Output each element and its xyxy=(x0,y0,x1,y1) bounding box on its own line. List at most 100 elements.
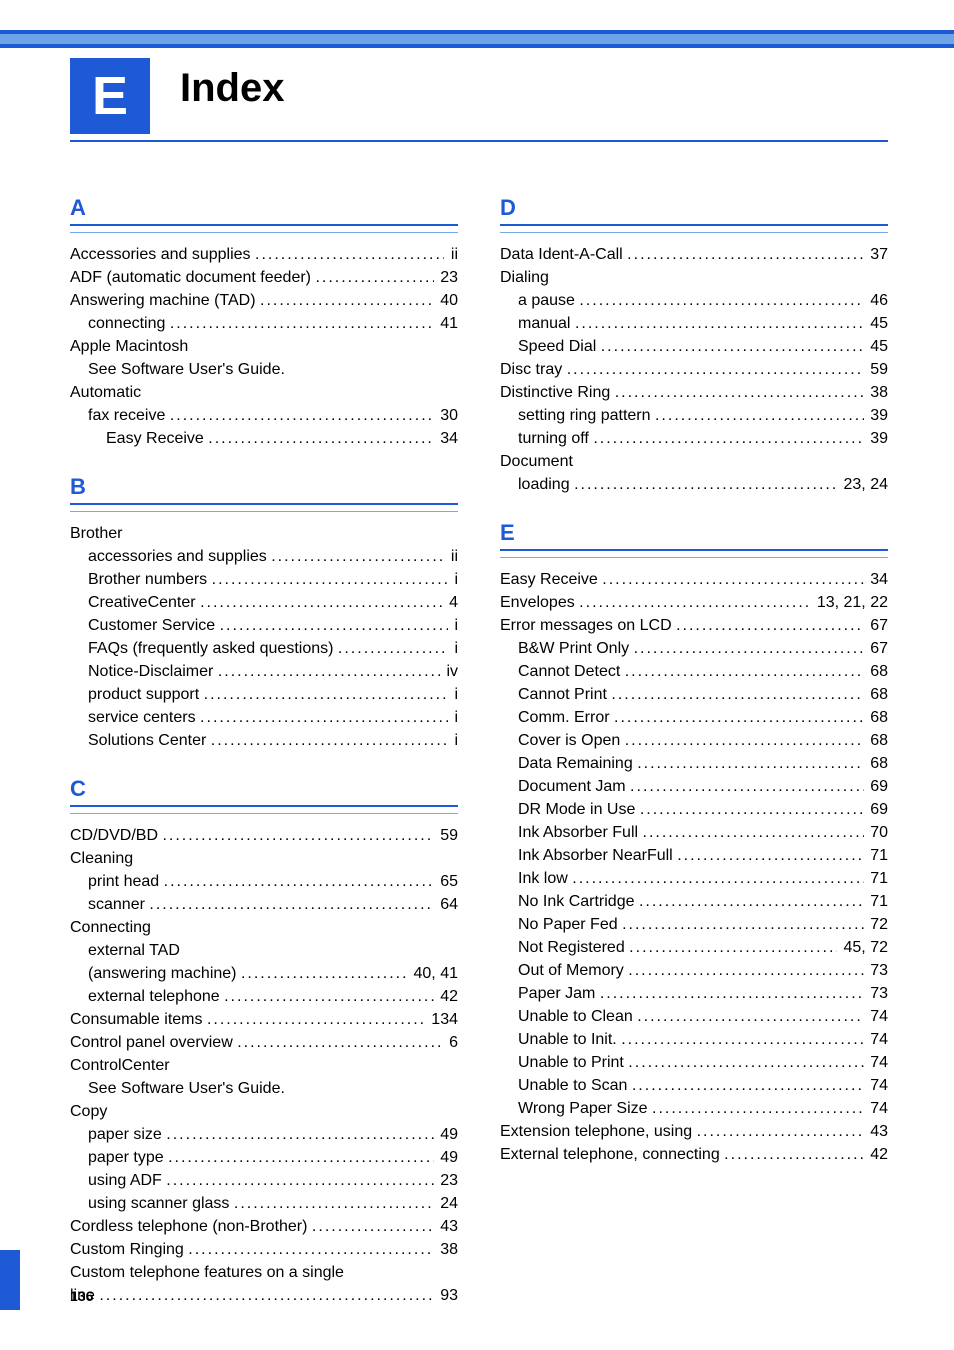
index-entry: No Ink Cartridge 71 xyxy=(500,890,888,913)
index-entry-label: Ink low xyxy=(518,867,568,890)
index-entry-label: Connecting xyxy=(70,916,151,939)
index-entry-label: print head xyxy=(88,870,159,893)
index-entry: Out of Memory 73 xyxy=(500,959,888,982)
index-entry: Brother xyxy=(70,522,458,545)
index-entry: fax receive 30 xyxy=(70,404,458,427)
index-entry-label: No Ink Cartridge xyxy=(518,890,635,913)
index-entry-label: Cordless telephone (non-Brother) xyxy=(70,1215,307,1238)
leader-dots xyxy=(639,890,864,913)
section-rule-thin xyxy=(500,557,888,558)
index-entry-page: i xyxy=(448,706,458,729)
index-entry-page: 30 xyxy=(434,404,458,427)
index-entry-label: Wrong Paper Size xyxy=(518,1097,648,1120)
index-entry-page: 71 xyxy=(864,844,888,867)
leader-dots xyxy=(652,1097,864,1120)
leader-dots xyxy=(579,591,810,614)
index-entry-label: External telephone, connecting xyxy=(500,1143,720,1166)
index-entry-page: 74 xyxy=(864,1051,888,1074)
index-entry-page: 6 xyxy=(443,1031,458,1054)
index-entry-page: 59 xyxy=(864,358,888,381)
index-entry-page: 71 xyxy=(864,890,888,913)
index-entry-label: Document xyxy=(500,450,573,473)
index-entry-label: Data Remaining xyxy=(518,752,633,775)
index-entry-page: 34 xyxy=(864,568,888,591)
index-entry-label: a pause xyxy=(518,289,575,312)
index-entry: Consumable items 134 xyxy=(70,1008,458,1031)
index-entry: Cleaning xyxy=(70,847,458,870)
index-entry-label: Copy xyxy=(70,1100,107,1123)
index-entry: Unable to Print 74 xyxy=(500,1051,888,1074)
index-entry: Wrong Paper Size 74 xyxy=(500,1097,888,1120)
index-entry-page: 71 xyxy=(864,867,888,890)
side-tab xyxy=(0,1250,20,1310)
title-rule xyxy=(70,140,888,142)
leader-dots xyxy=(629,936,837,959)
leader-dots xyxy=(162,824,433,847)
index-entry: setting ring pattern 39 xyxy=(500,404,888,427)
index-entry: Extension telephone, using 43 xyxy=(500,1120,888,1143)
index-entry: DR Mode in Use 69 xyxy=(500,798,888,821)
leader-dots xyxy=(166,1169,433,1192)
index-entry-page: ii xyxy=(444,243,458,266)
leader-dots xyxy=(640,798,864,821)
leader-dots xyxy=(643,821,864,844)
index-entry-label: Cover is Open xyxy=(518,729,620,752)
index-columns: AAccessories and supplies iiADF (automat… xyxy=(70,195,888,1331)
index-entry-label: Unable to Scan xyxy=(518,1074,627,1097)
leader-dots xyxy=(579,289,863,312)
index-entry-label: No Paper Fed xyxy=(518,913,618,936)
index-entry: Connecting xyxy=(70,916,458,939)
index-entry-label: Easy Receive xyxy=(500,568,598,591)
index-entry: Copy xyxy=(70,1100,458,1123)
index-entry-page: 23, 24 xyxy=(837,473,888,496)
index-entry: External telephone, connecting 42 xyxy=(500,1143,888,1166)
index-entry: Paper Jam 73 xyxy=(500,982,888,1005)
index-entry: Customer Service i xyxy=(70,614,458,637)
index-column: AAccessories and supplies iiADF (automat… xyxy=(70,195,458,1331)
leader-dots xyxy=(627,243,864,266)
leader-dots xyxy=(614,706,864,729)
section-rule-thin xyxy=(70,232,458,233)
index-entry-label: Unable to Print xyxy=(518,1051,624,1074)
leader-dots xyxy=(220,614,448,637)
index-entry-label: paper size xyxy=(88,1123,162,1146)
index-entry-label: Consumable items xyxy=(70,1008,203,1031)
index-entry-page: 59 xyxy=(434,824,458,847)
index-entry-label: B&W Print Only xyxy=(518,637,629,660)
leader-dots xyxy=(237,1031,442,1054)
index-entry: line 93 xyxy=(70,1284,458,1307)
index-entry-label: Out of Memory xyxy=(518,959,624,982)
index-entry-page: 46 xyxy=(864,289,888,312)
leader-dots xyxy=(200,591,443,614)
index-entry-label: (answering machine) xyxy=(88,962,237,985)
section-rule xyxy=(500,224,888,226)
leader-dots xyxy=(218,660,440,683)
index-entry: Cannot Print 68 xyxy=(500,683,888,706)
index-entry-page: 68 xyxy=(864,706,888,729)
leader-dots xyxy=(600,982,864,1005)
index-entry-label: Cannot Print xyxy=(518,683,607,706)
index-entry-page: i xyxy=(448,614,458,637)
top-brand-bar-inner xyxy=(0,34,954,44)
index-entry-page: 39 xyxy=(864,404,888,427)
leader-dots xyxy=(697,1120,864,1143)
leader-dots xyxy=(241,962,407,985)
index-entry-label: Accessories and supplies xyxy=(70,243,251,266)
index-entry-label: Custom telephone features on a single xyxy=(70,1261,344,1284)
section-rule xyxy=(70,224,458,226)
index-entry-label: turning off xyxy=(518,427,589,450)
index-entry: Document xyxy=(500,450,888,473)
index-entry-page: 38 xyxy=(864,381,888,404)
index-entry-page: 4 xyxy=(443,591,458,614)
leader-dots xyxy=(188,1238,433,1261)
index-entry-page: 42 xyxy=(434,985,458,1008)
section-letter: D xyxy=(500,195,888,221)
index-entry: manual 45 xyxy=(500,312,888,335)
leader-dots xyxy=(574,473,837,496)
index-entry-page: 64 xyxy=(434,893,458,916)
index-entry: external telephone 42 xyxy=(70,985,458,1008)
leader-dots xyxy=(634,637,864,660)
leader-dots xyxy=(625,729,864,752)
leader-dots xyxy=(567,358,864,381)
index-entry-page: 37 xyxy=(864,243,888,266)
